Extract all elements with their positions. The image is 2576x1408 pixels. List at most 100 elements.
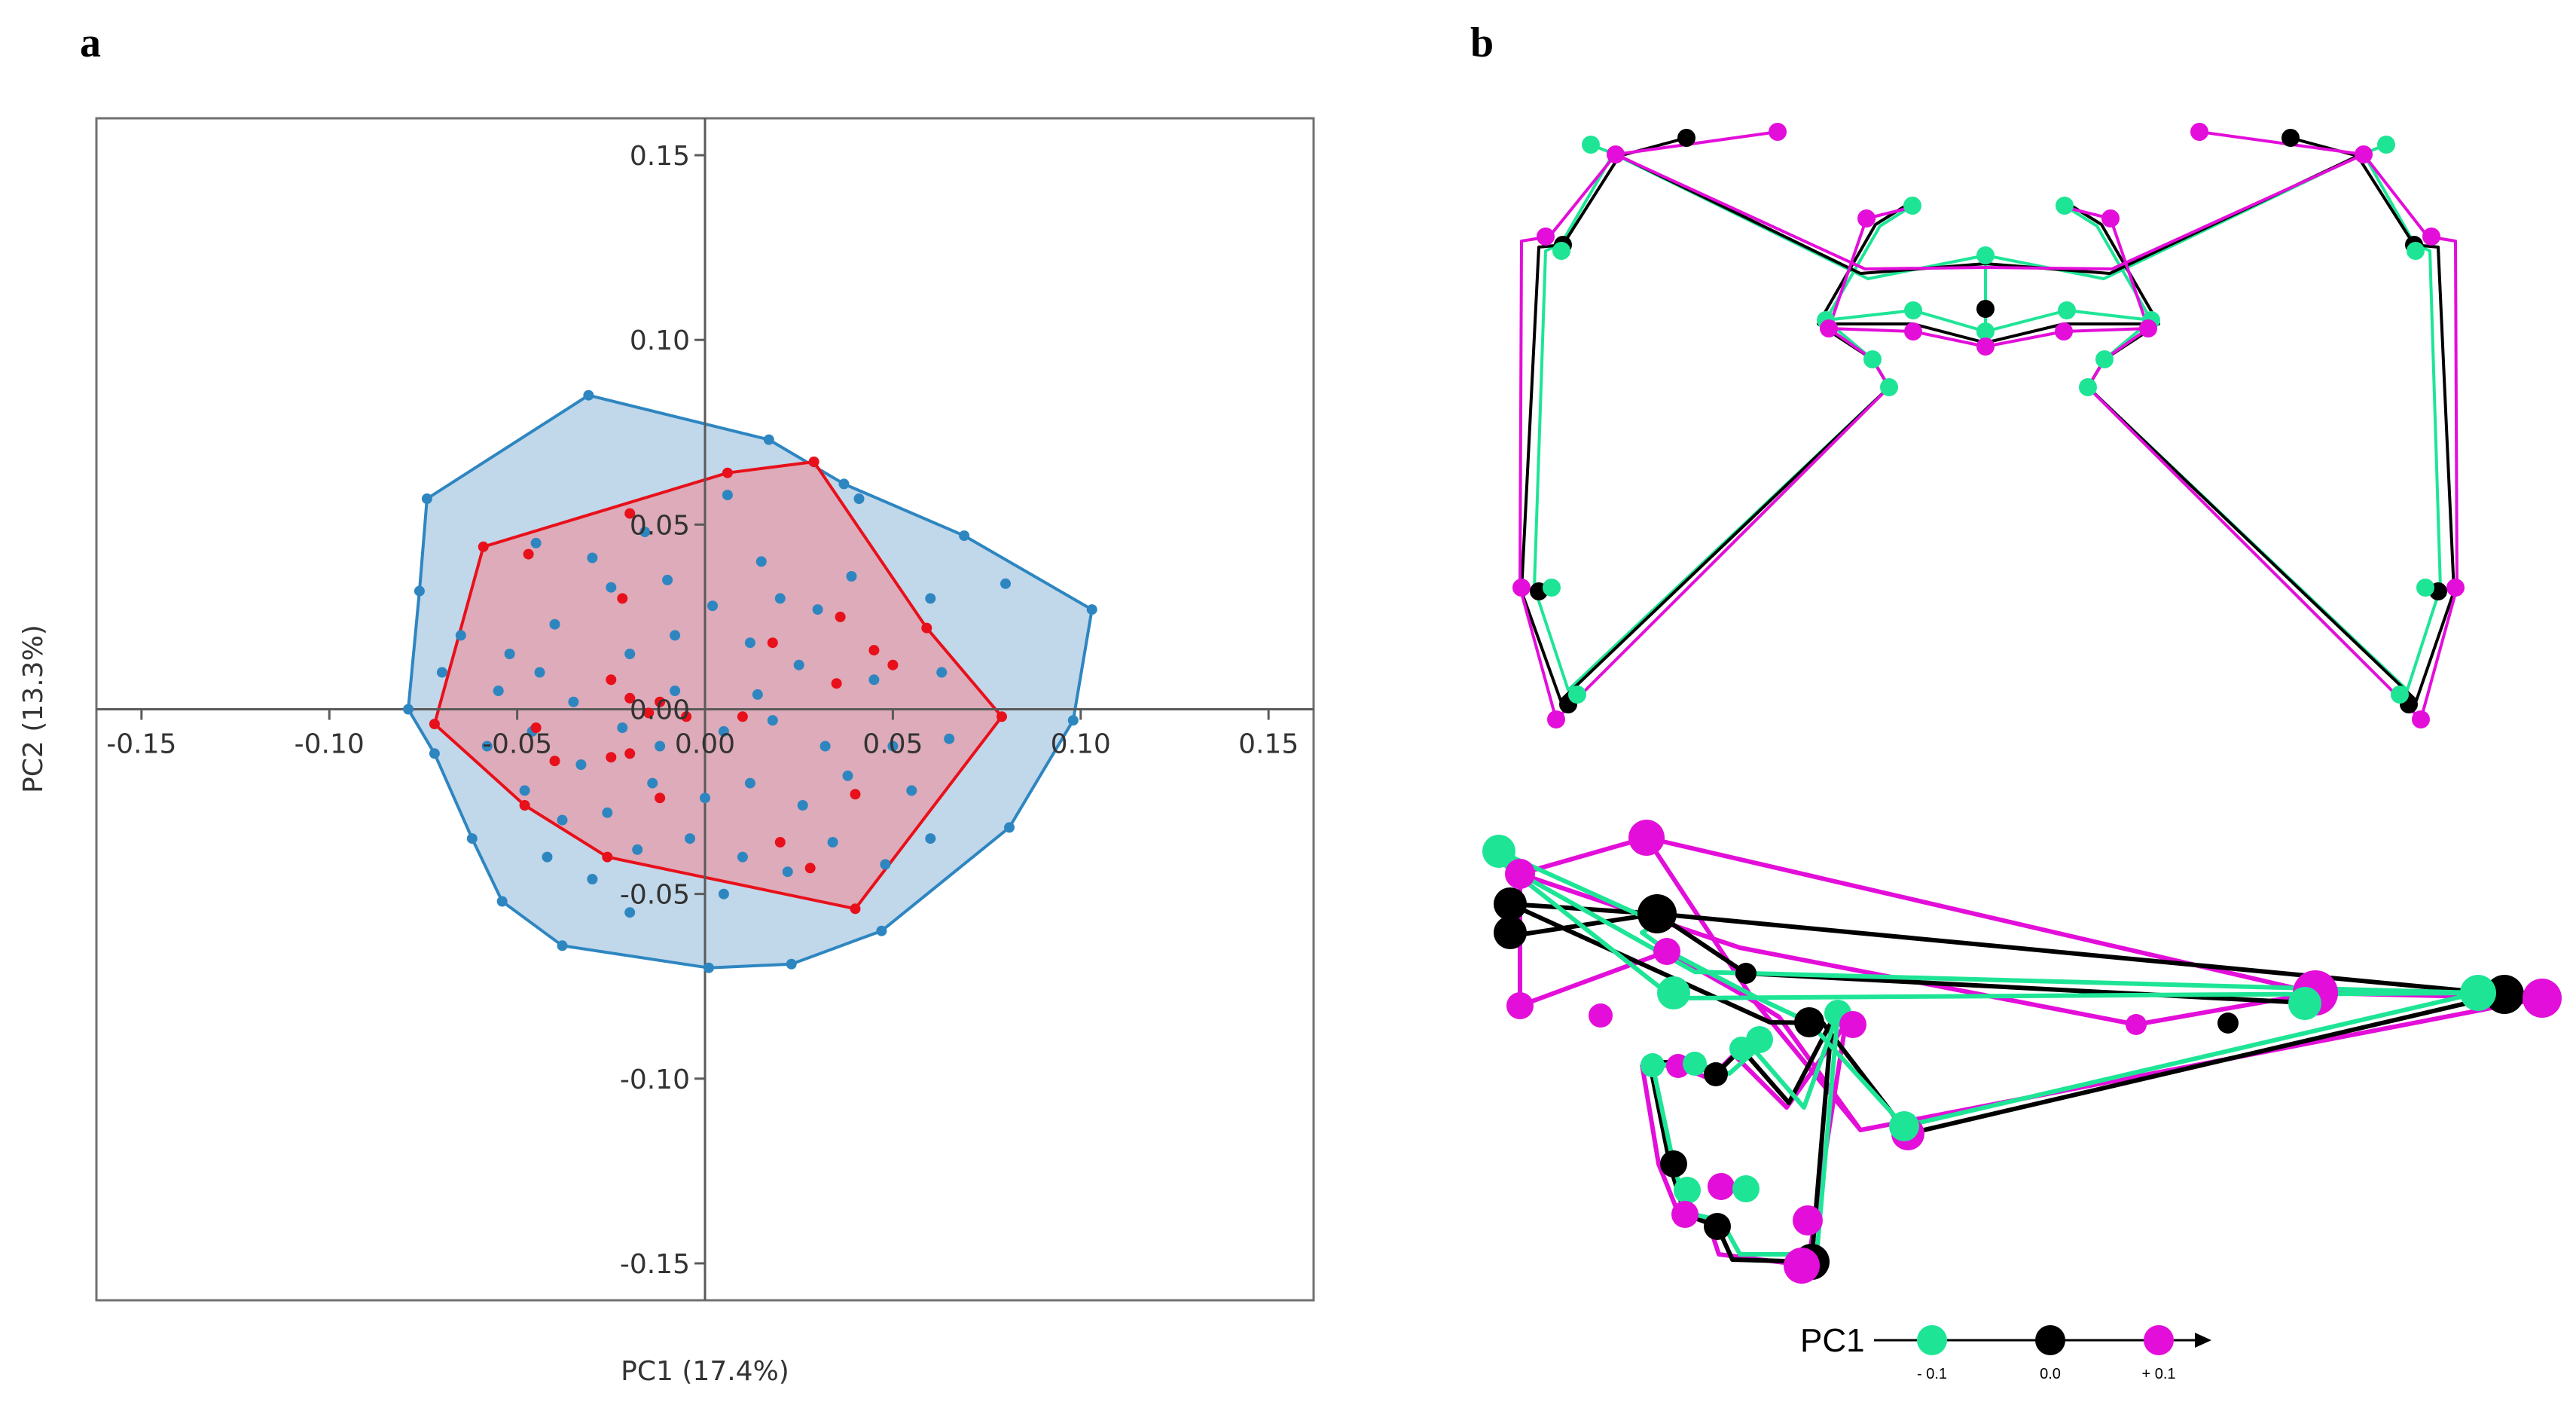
lateral-plus [1518, 835, 2544, 1268]
data-point-blue [617, 722, 628, 733]
data-point-blue [587, 874, 598, 884]
data-point-red [530, 722, 542, 733]
legend-label-mean: 0.0 [2040, 1366, 2061, 1382]
y-tick-label: -0.15 [620, 1249, 690, 1280]
data-point-red [887, 659, 899, 670]
data-point-red [868, 645, 880, 656]
data-point-blue [763, 434, 774, 445]
legend-marker-plus [2144, 1325, 2174, 1355]
legend-label-plus: + 0.1 [2141, 1366, 2175, 1382]
data-point-red [835, 611, 846, 622]
data-point-blue [496, 896, 508, 907]
data-point-blue [504, 649, 515, 659]
data-point-blue [662, 574, 673, 585]
data-point-red [850, 903, 861, 915]
data-point-blue [880, 859, 891, 870]
data-point-blue [718, 888, 729, 899]
data-point-blue [722, 490, 733, 501]
data-point-red [655, 696, 666, 707]
x-ticks: -0.15 -0.10 -0.05 0.00 0.05 0.10 0.15 [106, 709, 1299, 760]
data-point-blue [549, 618, 560, 630]
data-point-blue [819, 741, 831, 752]
legend-label-minus: - 0.1 [1917, 1366, 1947, 1382]
data-point-blue [481, 741, 493, 752]
x-tick-label: 0.15 [1238, 729, 1299, 760]
x-axis-title: PC1 (17.4%) [621, 1356, 789, 1387]
data-point-blue [568, 696, 579, 707]
data-point-red [624, 692, 636, 704]
pc1-legend: PC1 - 0.1 0.0 + 0.1 [1800, 1322, 2211, 1382]
data-point-blue [936, 667, 948, 678]
data-point-red [643, 707, 655, 719]
data-point-red [523, 548, 534, 560]
x-tick-label: -0.05 [482, 729, 552, 760]
data-point-blue [786, 958, 797, 970]
data-point-blue [755, 556, 767, 567]
legend-title: PC1 [1800, 1322, 1865, 1359]
data-point-blue [602, 807, 613, 818]
y-tick-label: 0.05 [630, 510, 690, 541]
data-point-blue [670, 630, 681, 641]
data-point-blue [944, 733, 955, 744]
data-point-blue [767, 715, 778, 726]
data-point-red [429, 719, 440, 730]
x-tick-label: -0.10 [295, 729, 365, 760]
data-point-blue [1086, 604, 1097, 615]
data-point-blue [530, 537, 542, 548]
data-point-red [655, 793, 666, 804]
data-point-blue [782, 866, 793, 878]
data-point-blue [414, 585, 425, 597]
data-point-blue [797, 800, 808, 811]
data-point-blue [606, 582, 617, 593]
pca-scatter-panel: -0.15 -0.10 -0.05 0.00 0.05 0.10 0.15 0.15 0.10… [18, 117, 1315, 1387]
data-point-red [617, 593, 628, 604]
data-point-blue [707, 600, 718, 612]
data-point-red [624, 748, 636, 759]
data-point-blue [639, 527, 651, 538]
data-point-blue [1004, 822, 1015, 833]
data-point-red [549, 756, 560, 767]
data-point-red [997, 711, 1007, 722]
data-point-blue [421, 493, 432, 504]
data-point-blue [1067, 715, 1079, 726]
y-tick-label: -0.10 [620, 1064, 690, 1095]
data-point-blue [827, 837, 838, 848]
data-points [403, 389, 1097, 973]
data-point-blue [542, 851, 553, 863]
data-point-blue [587, 552, 598, 564]
data-point-red [478, 541, 489, 552]
shape-deformation-panel: PC1 - 0.1 0.0 + 0.1 [1482, 123, 2562, 1382]
data-point-blue [700, 793, 710, 804]
data-point-blue [624, 907, 636, 918]
convex-hulls [407, 393, 1094, 970]
x-tick-label: 0.00 [675, 729, 735, 760]
y-tick-label: -0.05 [620, 880, 690, 911]
data-point-red [606, 752, 617, 763]
data-point-blue [655, 741, 666, 752]
data-point-blue [632, 844, 643, 855]
wireframe-minus [1533, 143, 2442, 692]
data-point-red [774, 837, 786, 848]
data-point-blue [876, 925, 887, 936]
data-point-blue [466, 833, 478, 844]
data-point-blue [925, 593, 936, 604]
x-tick-label: 0.10 [1051, 729, 1111, 760]
data-point-blue [906, 785, 917, 796]
data-point-blue [744, 637, 755, 649]
data-point-blue [624, 649, 636, 659]
y-tick-label: 0.00 [630, 695, 690, 726]
dorsal-joints [1512, 123, 2465, 728]
data-point-blue [403, 704, 414, 715]
data-point-red [606, 674, 617, 686]
data-point-blue [774, 593, 786, 604]
data-point-blue [670, 686, 681, 696]
data-point-red [808, 457, 819, 467]
data-point-blue [959, 530, 970, 542]
data-point-blue [744, 777, 755, 789]
legend-marker-minus [1917, 1325, 1947, 1355]
data-point-blue [534, 667, 545, 678]
data-point-blue [853, 493, 865, 504]
data-point-red [850, 789, 861, 800]
data-point-blue [1000, 578, 1011, 589]
